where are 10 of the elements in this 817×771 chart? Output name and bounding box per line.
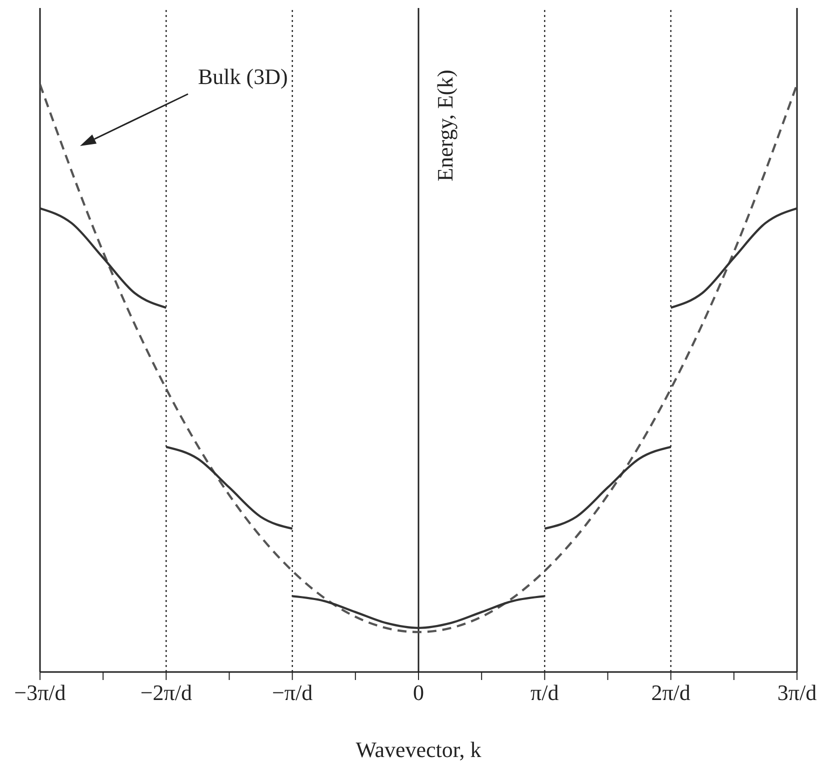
x-tick-label: 3π/d	[777, 680, 817, 705]
annotation: Bulk (3D)	[198, 64, 288, 89]
x-tick-label: −2π/d	[140, 680, 192, 705]
x-tick-label: π/d	[530, 680, 559, 705]
x-tick-label: 0	[413, 680, 424, 705]
x-tick-label: −π/d	[272, 680, 313, 705]
x-tick-label: −3π/d	[14, 680, 66, 705]
x-axis-title: Wavevector, k	[356, 737, 482, 762]
x-tick-label: 2π/d	[651, 680, 690, 705]
y-axis-title: Energy, E(k)	[432, 70, 458, 182]
